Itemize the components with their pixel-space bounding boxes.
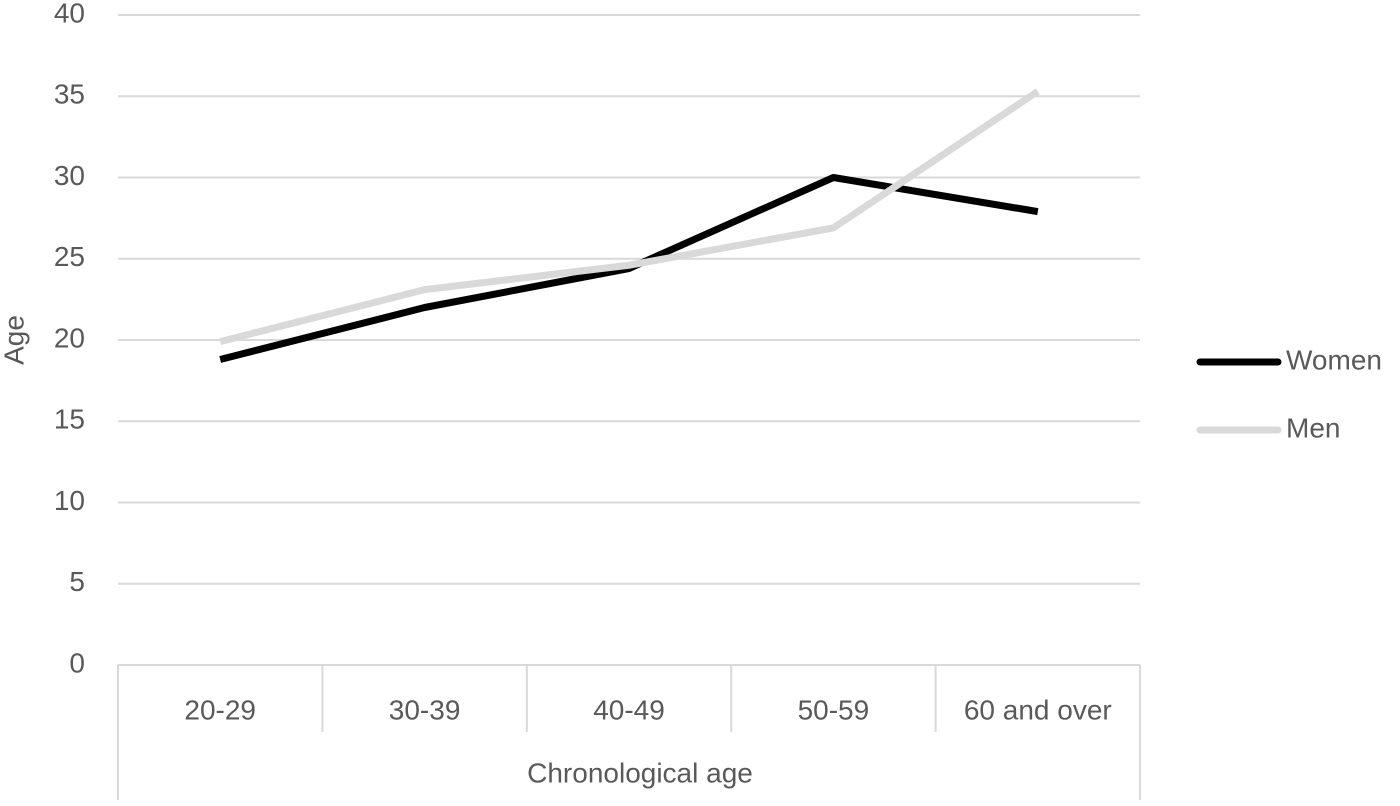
x-tick-label: 20-29 — [184, 694, 256, 725]
y-tick-label: 40 — [54, 0, 85, 28]
y-axis-label: Age — [0, 315, 29, 365]
y-tick-label: 35 — [54, 79, 85, 110]
legend-label: Women — [1286, 344, 1382, 375]
x-tick-label: 50-59 — [798, 694, 870, 725]
x-tick-label: 60 and over — [964, 694, 1112, 725]
y-tick-label: 25 — [54, 241, 85, 272]
x-tick-label: 40-49 — [593, 694, 665, 725]
legend-label: Men — [1286, 412, 1340, 443]
y-tick-label: 10 — [54, 485, 85, 516]
x-tick-label: 30-39 — [389, 694, 461, 725]
y-tick-label: 30 — [54, 160, 85, 191]
y-tick-label: 5 — [69, 566, 85, 597]
series-line — [219, 88, 1040, 346]
y-tick-label: 20 — [54, 322, 85, 353]
y-tick-label: 15 — [54, 404, 85, 435]
x-axis-label: Chronological age — [527, 757, 753, 788]
y-tick-label: 0 — [69, 647, 85, 678]
